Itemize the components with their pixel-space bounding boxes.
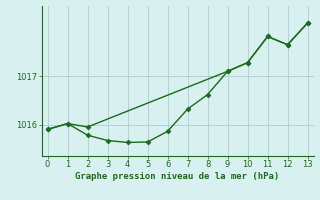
X-axis label: Graphe pression niveau de la mer (hPa): Graphe pression niveau de la mer (hPa) xyxy=(76,172,280,181)
